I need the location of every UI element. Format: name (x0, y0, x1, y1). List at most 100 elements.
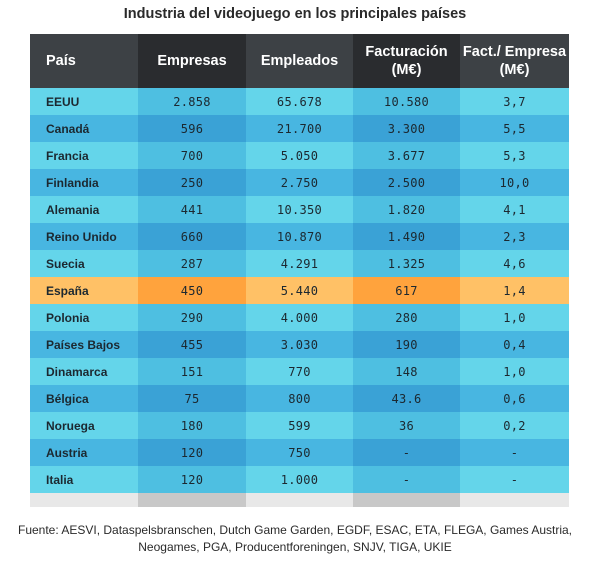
cell-country: Países Bajos (30, 331, 138, 358)
cell-country: Canadá (30, 115, 138, 142)
cell-empleados: 800 (246, 385, 353, 412)
footer-cell (460, 493, 569, 507)
cell-empresas: 441 (138, 196, 246, 223)
cell-fact-empresa: 1,4 (460, 277, 569, 304)
footer-cell (30, 493, 138, 507)
table-row: Bélgica 75 800 43.6 0,6 (30, 385, 569, 412)
footer-cell (246, 493, 353, 507)
cell-country: EEUU (30, 88, 138, 115)
cell-fact-empresa: 10,0 (460, 169, 569, 196)
cell-facturacion: 148 (353, 358, 460, 385)
cell-empleados: 750 (246, 439, 353, 466)
footer-cell (138, 493, 246, 507)
cell-fact-empresa: 0,2 (460, 412, 569, 439)
table-row: Alemania 441 10.350 1.820 4,1 (30, 196, 569, 223)
table-row: Italia 120 1.000- - (30, 466, 569, 493)
table-row: Suecia 287 4.291 1.325 4,6 (30, 250, 569, 277)
data-table: País Empresas Empleados Facturación (M€)… (30, 34, 569, 507)
cell-fact-empresa: - (460, 439, 569, 466)
cell-country: Italia (30, 466, 138, 493)
cell-facturacion: 1.325 (353, 250, 460, 277)
cell-fact-empresa: - (460, 466, 569, 493)
table-row: Reino Unido 660 10.870 1.490 2,3 (30, 223, 569, 250)
cell-empresas: 151 (138, 358, 246, 385)
cell-empresas: 250 (138, 169, 246, 196)
cell-facturacion: - (353, 466, 460, 493)
header-pais: País (30, 34, 138, 88)
table-row: España 450 5.440 617 1,4 (30, 277, 569, 304)
cell-empleados: 2.750 (246, 169, 353, 196)
cell-fact-empresa: 3,7 (460, 88, 569, 115)
cell-country: Francia (30, 142, 138, 169)
cell-facturacion: 10.580 (353, 88, 460, 115)
header-facturacion: Facturación (M€) (353, 34, 460, 88)
cell-empresas: 120 (138, 466, 246, 493)
cell-empleados: 4.000 (246, 304, 353, 331)
cell-facturacion: 190 (353, 331, 460, 358)
cell-facturacion: 617 (353, 277, 460, 304)
cell-facturacion: - (353, 439, 460, 466)
cell-fact-empresa: 0,6 (460, 385, 569, 412)
table-row: Austria 120 750- - (30, 439, 569, 466)
cell-empleados: 4.291 (246, 250, 353, 277)
cell-empresas: 660 (138, 223, 246, 250)
cell-facturacion: 3.677 (353, 142, 460, 169)
cell-facturacion: 1.490 (353, 223, 460, 250)
header-empresas: Empresas (138, 34, 246, 88)
cell-empresas: 75 (138, 385, 246, 412)
cell-empresas: 120 (138, 439, 246, 466)
cell-country: Bélgica (30, 385, 138, 412)
cell-facturacion: 3.300 (353, 115, 460, 142)
cell-empleados: 21.700 (246, 115, 353, 142)
cell-country: Finlandia (30, 169, 138, 196)
table-row: Noruega 180 599 36 0,2 (30, 412, 569, 439)
source-note: Fuente: AESVI, Dataspelsbranschen, Dutch… (17, 523, 572, 554)
table-body: EEUU 2.858 65.678 10.580 3,7 Canadá 596 21.700 3… (30, 88, 569, 493)
cell-empresas: 287 (138, 250, 246, 277)
cell-facturacion: 280 (353, 304, 460, 331)
cell-empresas: 2.858 (138, 88, 246, 115)
cell-empleados: 10.870 (246, 223, 353, 250)
cell-empresas: 700 (138, 142, 246, 169)
cell-empleados: 5.440 (246, 277, 353, 304)
table-row: Finlandia 250 2.750 2.500 10,0 (30, 169, 569, 196)
cell-facturacion: 36 (353, 412, 460, 439)
cell-fact-empresa: 5,3 (460, 142, 569, 169)
cell-country: Alemania (30, 196, 138, 223)
cell-facturacion: 2.500 (353, 169, 460, 196)
table-row: EEUU 2.858 65.678 10.580 3,7 (30, 88, 569, 115)
footer-cell (353, 493, 460, 507)
cell-empleados: 1.000 (246, 466, 353, 493)
cell-empleados: 770 (246, 358, 353, 385)
cell-empleados: 3.030 (246, 331, 353, 358)
cell-empresas: 450 (138, 277, 246, 304)
header-fact-empresa: Fact./ Empresa (M€) (460, 34, 569, 88)
cell-empresas: 290 (138, 304, 246, 331)
header-row: País Empresas Empleados Facturación (M€)… (30, 34, 569, 88)
cell-empleados: 65.678 (246, 88, 353, 115)
footer-bar (30, 493, 569, 507)
cell-fact-empresa: 4,6 (460, 250, 569, 277)
table-row: Canadá 596 21.700 3.300 5,5 (30, 115, 569, 142)
cell-facturacion: 43.6 (353, 385, 460, 412)
cell-country: Polonia (30, 304, 138, 331)
cell-empresas: 180 (138, 412, 246, 439)
cell-empleados: 10.350 (246, 196, 353, 223)
cell-fact-empresa: 1,0 (460, 358, 569, 385)
table-row: Países Bajos 455 3.030 190 0,4 (30, 331, 569, 358)
cell-fact-empresa: 0,4 (460, 331, 569, 358)
cell-facturacion: 1.820 (353, 196, 460, 223)
cell-country: Reino Unido (30, 223, 138, 250)
cell-country: España (30, 277, 138, 304)
cell-empleados: 5.050 (246, 142, 353, 169)
table-row: Polonia 290 4.000 280 1,0 (30, 304, 569, 331)
cell-fact-empresa: 2,3 (460, 223, 569, 250)
chart-title: Industria del videojuego en los principa… (123, 6, 467, 22)
table-row: Francia 700 5.050 3.677 5,3 (30, 142, 569, 169)
cell-country: Dinamarca (30, 358, 138, 385)
cell-country: Austria (30, 439, 138, 466)
cell-country: Suecia (30, 250, 138, 277)
cell-empresas: 455 (138, 331, 246, 358)
cell-country: Noruega (30, 412, 138, 439)
data-table-container: País Empresas Empleados Facturación (M€)… (30, 34, 569, 507)
